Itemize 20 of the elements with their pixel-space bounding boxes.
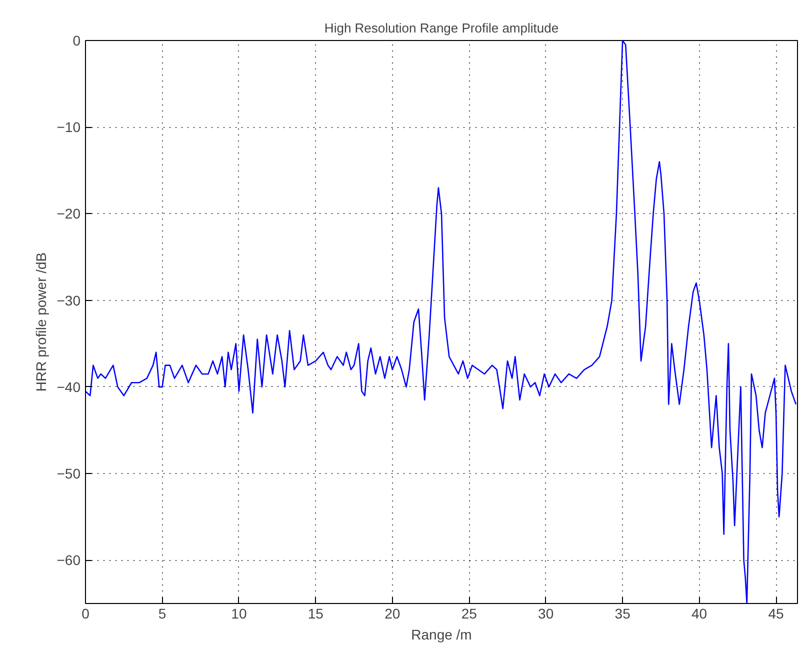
- y-tick-label: −50: [56, 466, 81, 482]
- x-tick-label: 10: [231, 606, 247, 622]
- x-tick-label: 30: [538, 606, 554, 622]
- chart-title: High Resolution Range Profile amplitude: [324, 20, 559, 36]
- x-tick-label: 20: [384, 606, 400, 622]
- x-tick-label: 45: [768, 606, 784, 622]
- y-tick-label: −30: [56, 292, 81, 308]
- x-axis-title: Range /m: [411, 626, 472, 642]
- x-tick-label: 35: [614, 606, 631, 622]
- x-tick-label: 25: [461, 606, 478, 622]
- y-tick-label: −40: [56, 378, 81, 395]
- x-tick-label: 5: [158, 606, 166, 622]
- y-tick-label: 0: [72, 32, 81, 48]
- y-tick-label: −60: [56, 552, 81, 568]
- x-tick-label: 15: [308, 606, 324, 622]
- y-tick-label: −20: [56, 206, 81, 222]
- y-tick-label: −10: [56, 119, 81, 136]
- x-tick-label: 40: [692, 606, 708, 622]
- y-axis-title: HRR profile power /dB: [32, 252, 49, 392]
- line-series: [86, 40, 797, 604]
